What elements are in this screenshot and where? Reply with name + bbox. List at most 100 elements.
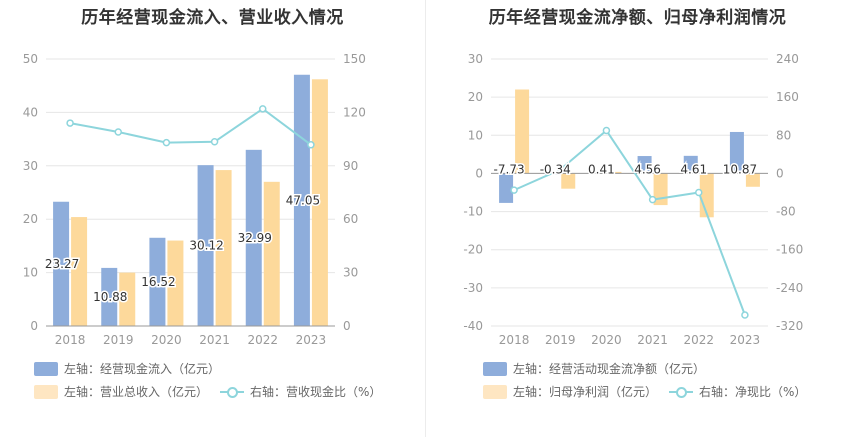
legend-line-marker-icon bbox=[669, 385, 693, 399]
bar-data-label: 32.99 bbox=[238, 231, 272, 245]
line-point bbox=[510, 186, 518, 194]
legend-label: 左轴：经营现金流入（亿元） bbox=[64, 362, 221, 376]
right-chart-title: 历年经营现金流净额、归母净利润情况 bbox=[488, 8, 787, 28]
bar-blue bbox=[729, 131, 744, 174]
left-axis-tick-label: 0 bbox=[30, 319, 38, 333]
legend-line-marker-icon bbox=[220, 385, 244, 399]
line-point bbox=[602, 126, 611, 135]
right-axis-tick-label: 0 bbox=[343, 319, 351, 333]
line-point bbox=[648, 195, 657, 204]
right-axis-tick-label: 90 bbox=[343, 159, 358, 173]
left-axis-tick-label: 10 bbox=[468, 128, 483, 142]
right-chart-panel: 历年经营现金流净额、归母净利润情况 -40 -30 -20 -10 0 10 20 30 -32… bbox=[425, 0, 850, 437]
bar-orange bbox=[515, 89, 530, 174]
x-axis-tick-label: 2023 bbox=[730, 333, 761, 347]
right-axis-tick-label: 150 bbox=[343, 52, 366, 66]
right-axis-tick-label: 0 bbox=[776, 166, 784, 180]
left-axis-tick-label: -20 bbox=[463, 243, 483, 257]
panel-divider bbox=[425, 0, 426, 437]
bar-blue bbox=[683, 155, 698, 174]
bar-blue bbox=[245, 149, 262, 326]
bar-data-label: 4.56 bbox=[634, 162, 661, 176]
legend-item-cash-inflow[interactable]: 左轴：经营现金流入（亿元） bbox=[34, 360, 220, 377]
right-axis-tick-label: -80 bbox=[776, 205, 796, 219]
bar-orange bbox=[119, 272, 136, 326]
bar-data-label: 16.52 bbox=[141, 275, 175, 289]
bar-data-label: 47.05 bbox=[286, 193, 320, 207]
legend-item-revenue[interactable]: 左轴：营业总收入（亿元） bbox=[34, 383, 208, 400]
right-axis-tick-label: 160 bbox=[776, 90, 799, 104]
x-axis-tick-label: 2018 bbox=[55, 333, 86, 347]
bar-orange bbox=[607, 171, 622, 174]
left-chart-svg: 0 10 20 30 40 50 0 30 60 90 120 150 2018 2019 2020 2021… bbox=[23, 52, 366, 347]
legend-item-net-cash-flow[interactable]: 左轴：经营活动现金流净额（亿元） bbox=[483, 360, 705, 377]
left-axis-tick-label: 0 bbox=[475, 166, 483, 180]
legend-label: 右轴：营收现金比（%） bbox=[250, 385, 382, 399]
x-axis-tick-label: 2020 bbox=[151, 333, 182, 347]
left-axis-tick-label: -30 bbox=[463, 281, 483, 295]
bar-orange bbox=[263, 181, 280, 326]
left-chart-panel: 历年经营现金流入、营业收入情况 0 10 20 30 40 50 0 30 60 90 120 150… bbox=[23, 8, 382, 400]
left-axis-tick-label: -10 bbox=[463, 205, 483, 219]
legend-label: 左轴：归母净利润（亿元） bbox=[513, 385, 658, 399]
right-axis-tick-label: 30 bbox=[343, 266, 358, 280]
x-axis-tick-label: 2018 bbox=[499, 333, 530, 347]
left-axis-tick-label: 30 bbox=[23, 159, 38, 173]
right-axis-tick-label: -160 bbox=[776, 243, 803, 257]
bar-data-label: 4.61 bbox=[680, 162, 707, 176]
legend-item-net-profit[interactable]: 左轴：归母净利润（亿元） bbox=[483, 383, 657, 400]
bar-data-label: 23.27 bbox=[45, 257, 79, 271]
legend-swatch-blue bbox=[34, 361, 58, 376]
bar-orange bbox=[167, 240, 184, 326]
bar-data-label: 0.41 bbox=[588, 162, 615, 176]
bar-blue bbox=[637, 156, 652, 174]
line-series bbox=[513, 129, 746, 316]
x-axis-tick-label: 2023 bbox=[296, 333, 327, 347]
legend-item-cash-ratio[interactable]: 右轴：营收现金比（%） bbox=[220, 383, 381, 400]
right-axis-tick-label: 120 bbox=[343, 105, 366, 119]
line-point bbox=[114, 128, 122, 136]
bar-blue bbox=[591, 171, 606, 174]
x-axis-tick-label: 2020 bbox=[591, 333, 622, 347]
bar-data-label: -7.73 bbox=[494, 162, 525, 176]
x-axis-tick-label: 2021 bbox=[637, 333, 668, 347]
bar-orange bbox=[311, 79, 328, 327]
x-axis-tick-label: 2019 bbox=[545, 333, 576, 347]
line-point bbox=[162, 138, 171, 147]
right-axis-tick-label: -240 bbox=[776, 281, 803, 295]
bar-blue bbox=[149, 237, 166, 326]
line-point bbox=[556, 165, 564, 174]
bar-orange bbox=[71, 217, 88, 326]
right-chart-svg: -40 -30 -20 -10 0 10 20 30 -320 -240 -160 -80 0 80 160… bbox=[463, 52, 803, 347]
legend-swatch-orange bbox=[483, 384, 507, 399]
legend-label: 左轴：经营活动现金流净额（亿元） bbox=[513, 362, 706, 376]
bar-orange bbox=[561, 173, 576, 189]
line-point bbox=[741, 311, 749, 319]
left-chart-title: 历年经营现金流入、营业收入情况 bbox=[81, 8, 344, 28]
bar-blue bbox=[499, 173, 514, 203]
left-axis-tick-label: 30 bbox=[468, 52, 483, 66]
x-axis-tick-label: 2019 bbox=[103, 333, 134, 347]
line-point bbox=[307, 141, 315, 149]
bar-data-label: -0.34 bbox=[540, 162, 571, 176]
legend-swatch-blue bbox=[483, 361, 507, 376]
left-axis-tick-label: 20 bbox=[468, 90, 483, 104]
bar-blue bbox=[53, 201, 70, 326]
left-axis-tick-label: 40 bbox=[23, 105, 38, 119]
line-point bbox=[695, 188, 703, 197]
right-axis-tick-label: 80 bbox=[776, 128, 791, 142]
right-axis-tick-label: -320 bbox=[776, 319, 803, 333]
line-series bbox=[69, 107, 312, 146]
legend-item-net-cash-ratio[interactable]: 右轴：净现比（%） bbox=[669, 383, 806, 400]
bar-blue bbox=[101, 267, 118, 326]
legend-label: 右轴：净现比（%） bbox=[699, 385, 807, 399]
bar-data-label: 10.88 bbox=[93, 290, 127, 304]
legend-swatch-orange bbox=[34, 384, 58, 399]
bar-orange bbox=[745, 173, 760, 187]
bar-orange bbox=[699, 173, 714, 218]
bar-blue bbox=[197, 165, 214, 326]
left-axis-tick-label: 20 bbox=[23, 212, 38, 226]
bar-orange bbox=[215, 170, 232, 326]
left-axis-tick-label: 50 bbox=[23, 52, 38, 66]
left-axis-tick-label: 10 bbox=[23, 266, 38, 280]
